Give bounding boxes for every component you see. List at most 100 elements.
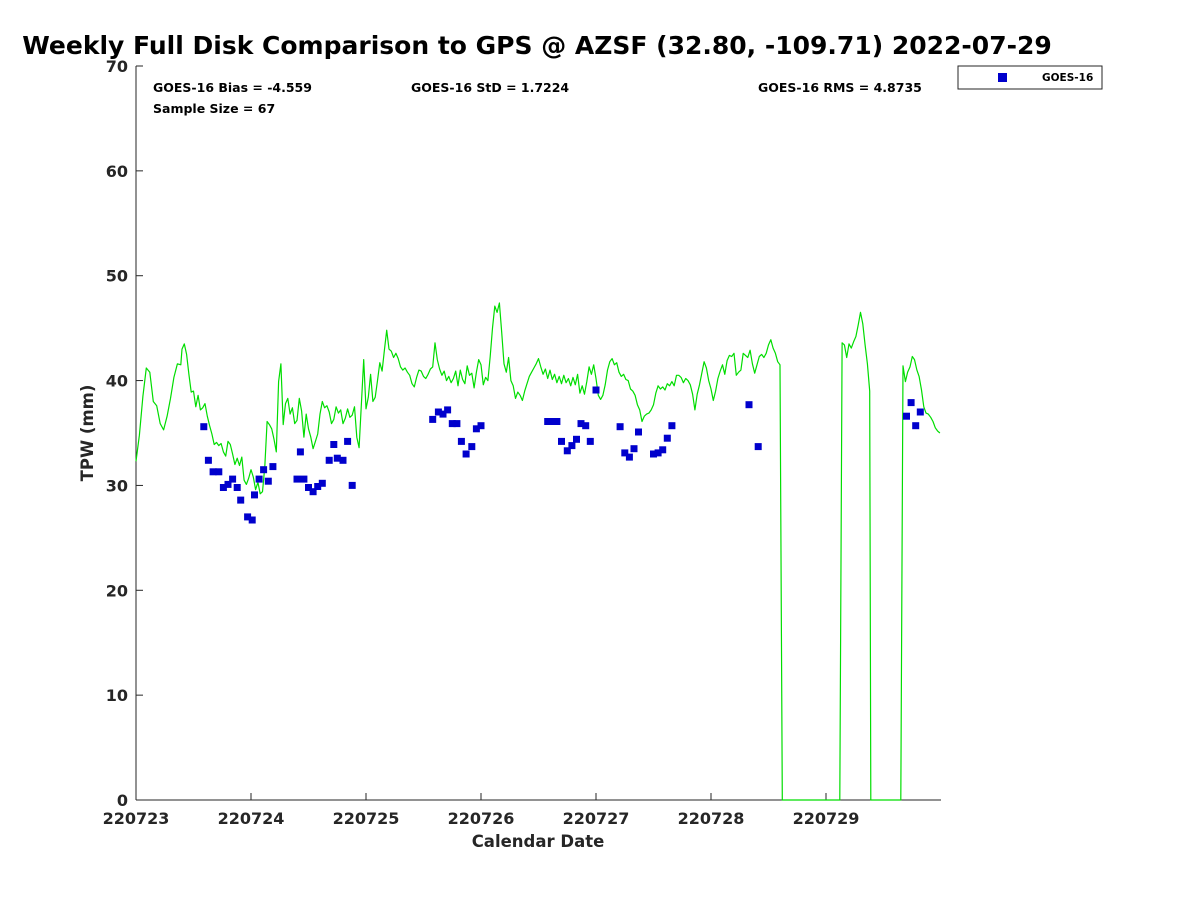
goes16-point — [224, 480, 232, 488]
goes16-point — [305, 484, 312, 491]
goes16-point — [200, 423, 208, 431]
goes16-point — [237, 496, 245, 504]
goes16-point — [563, 447, 571, 455]
y-tick-label: 70 — [106, 57, 128, 76]
goes16-point — [912, 422, 920, 430]
goes16-point — [209, 468, 217, 476]
goes16-point — [621, 449, 629, 457]
goes16-point — [229, 475, 237, 483]
goes16-point — [264, 477, 272, 485]
goes16-point — [339, 456, 347, 464]
stat-rms: GOES-16 RMS = 4.8735 — [758, 80, 922, 95]
goes16-point — [650, 450, 657, 458]
y-axis-label: TPW (mm) — [78, 385, 97, 482]
goes16-point — [573, 435, 580, 443]
y-tick-label: 60 — [106, 162, 128, 181]
goes16-point — [468, 443, 476, 451]
stat-bias: GOES-16 Bias = -4.559 — [153, 80, 312, 95]
y-tick-label: 0 — [117, 791, 128, 810]
goes16-point — [592, 386, 600, 394]
goes16-point — [616, 423, 624, 431]
goes16-point — [457, 437, 465, 445]
y-tick-label: 50 — [106, 267, 128, 286]
goes16-point — [434, 408, 442, 416]
x-tick-label: 220728 — [678, 809, 745, 828]
stat-sample-size: Sample Size = 67 — [153, 101, 275, 116]
goes16-point — [654, 449, 662, 457]
x-tick-label: 220727 — [563, 809, 630, 828]
goes16-point — [348, 481, 356, 489]
x-tick-label: 220723 — [103, 809, 170, 828]
goes16-point — [553, 418, 561, 425]
chart-title: Weekly Full Disk Comparison to GPS @ AZS… — [22, 31, 1052, 60]
goes16-point — [325, 456, 333, 464]
legend-entry-goes16: GOES-16 — [1042, 72, 1093, 84]
y-tick-label: 30 — [106, 476, 128, 495]
goes16-point — [333, 454, 341, 462]
goes16-point — [444, 406, 452, 414]
x-axis-label: Calendar Date — [472, 832, 605, 851]
goes16-point — [251, 491, 258, 499]
y-tick-label: 10 — [106, 686, 128, 705]
goes16-point — [903, 412, 910, 420]
goes16-point — [568, 442, 576, 450]
goes16-point — [659, 446, 667, 454]
goes16-point — [269, 463, 277, 471]
goes16-point — [330, 441, 338, 448]
goes16-point — [300, 475, 308, 483]
goes16-point — [293, 475, 301, 483]
goes16-point — [233, 484, 241, 491]
goes16-point — [754, 443, 762, 451]
goes16-point — [630, 445, 638, 453]
plot-area: 220723 220724 220725 220726 220727 220728 2207… — [103, 57, 941, 828]
goes16-point — [577, 420, 585, 428]
goes16-point — [635, 428, 642, 436]
y-tick-label: 20 — [106, 581, 128, 600]
x-tick-label: 220726 — [448, 809, 515, 828]
goes16-point — [314, 483, 322, 490]
goes16-point — [429, 415, 437, 423]
goes16-series — [200, 386, 924, 524]
gps-series — [135, 302, 941, 801]
goes16-point — [439, 410, 447, 418]
gps-line — [135, 302, 941, 801]
goes16-point — [219, 484, 227, 491]
goes16-point — [745, 401, 753, 409]
goes16-point — [625, 453, 633, 461]
x-ticks: 220723 220724 220725 220726 220727 220728 2207… — [103, 793, 860, 828]
goes16-point — [586, 437, 594, 445]
goes16-point — [548, 418, 556, 425]
legend-marker — [998, 73, 1007, 82]
x-tick-label: 220724 — [218, 809, 285, 828]
goes16-point — [544, 418, 552, 425]
goes16-point — [344, 437, 352, 445]
goes16-point — [244, 513, 252, 521]
goes16-point — [472, 425, 480, 433]
goes16-point — [204, 456, 212, 464]
goes16-point — [309, 488, 317, 496]
goes16-point — [260, 466, 268, 474]
goes16-point — [907, 399, 915, 407]
x-tick-label: 220729 — [793, 809, 860, 828]
goes16-point — [462, 450, 470, 458]
goes16-point — [248, 516, 256, 524]
goes16-point — [215, 468, 223, 476]
goes16-point — [318, 479, 326, 487]
goes16-point — [448, 420, 456, 428]
x-tick-label: 220725 — [333, 809, 400, 828]
goes16-point — [668, 422, 676, 430]
goes16-point — [558, 437, 565, 445]
legend: GOES-16 — [957, 65, 1103, 90]
y-ticks: 0 10 20 30 40 50 60 70 — [106, 57, 143, 810]
goes16-point — [916, 408, 924, 416]
stat-std: GOES-16 StD = 1.7224 — [411, 80, 569, 95]
goes16-point — [453, 420, 461, 428]
goes16-point — [296, 448, 304, 456]
goes16-point — [582, 422, 590, 430]
goes16-point — [663, 434, 671, 442]
legend-box — [957, 65, 1103, 90]
goes16-point — [477, 422, 485, 430]
y-tick-label: 40 — [106, 372, 128, 391]
goes16-point — [255, 475, 263, 483]
